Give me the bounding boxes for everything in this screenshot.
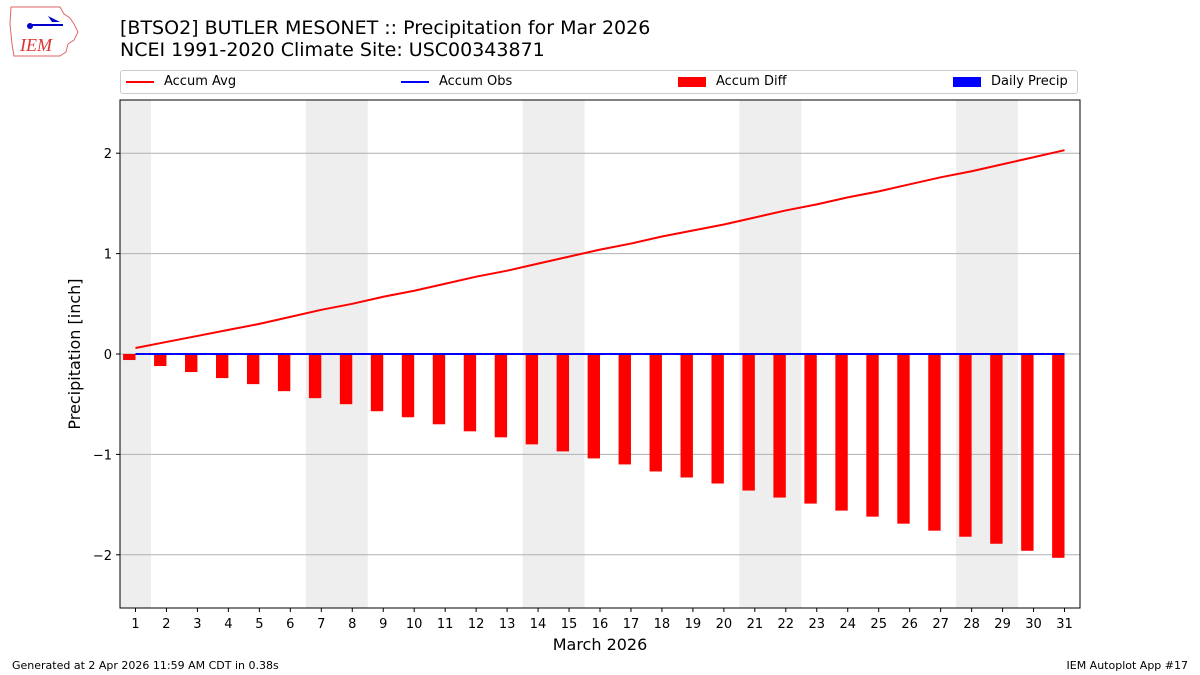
legend-item-daily-precip: Daily Precip <box>953 74 1068 89</box>
svg-text:IEM: IEM <box>19 35 53 55</box>
legend-item-accum-obs: Accum Obs <box>401 74 512 89</box>
accum-diff-bar <box>216 354 229 379</box>
weekend-shade <box>305 100 368 608</box>
legend-item-accum-avg: Accum Avg <box>126 74 236 89</box>
accum-diff-bar <box>804 354 817 504</box>
accum-diff-bar <box>618 354 631 465</box>
accum-diff-bar <box>773 354 786 498</box>
weekend-shade <box>956 100 1019 608</box>
x-tick-label: 9 <box>379 617 387 632</box>
generated-timestamp: Generated at 2 Apr 2026 11:59 AM CDT in … <box>12 659 279 672</box>
accum-diff-bar <box>339 354 353 405</box>
accum-diff-bar <box>711 354 724 484</box>
accum-avg-line <box>135 149 1065 349</box>
y-tick-label: 0 <box>104 348 112 363</box>
legend-swatch <box>401 80 429 83</box>
accum-diff-bar <box>928 354 941 531</box>
iem-logo: IEM <box>9 6 79 57</box>
x-tick-label: 29 <box>994 617 1011 632</box>
x-tick-label: 3 <box>193 617 201 632</box>
x-tick-label: 2 <box>162 617 170 632</box>
accum-diff-bar <box>556 354 570 452</box>
x-tick-label: 5 <box>255 617 263 632</box>
accum-diff-bar <box>990 354 1003 544</box>
accum-diff-bar <box>680 354 693 478</box>
y-tick-label: 2 <box>104 147 112 162</box>
weekend-shade <box>739 100 802 608</box>
app-label: IEM Autoplot App #17 <box>1066 659 1189 672</box>
x-tick-label: 24 <box>839 617 856 632</box>
x-tick-label: 18 <box>654 617 671 632</box>
accum-diff-bar <box>1021 354 1034 551</box>
x-tick-label: 10 <box>406 617 423 632</box>
legend: Accum Avg Accum Obs Accum Diff Daily Pre… <box>120 70 1078 94</box>
x-tick-label: 4 <box>224 617 232 632</box>
x-tick-label: 13 <box>499 617 516 632</box>
x-tick-label: 17 <box>623 617 640 632</box>
x-tick-label: 12 <box>468 617 485 632</box>
legend-swatch <box>953 76 981 87</box>
x-tick-label: 23 <box>809 617 826 632</box>
legend-label: Daily Precip <box>991 74 1068 89</box>
x-tick-label: 19 <box>685 617 702 632</box>
accum-diff-bar <box>587 354 600 459</box>
accum-diff-bar <box>432 354 446 425</box>
x-tick-label: 6 <box>286 617 294 632</box>
legend-label: Accum Diff <box>716 74 787 89</box>
accum-diff-bar <box>494 354 508 438</box>
legend-swatch <box>678 76 706 87</box>
y-axis-label: Precipitation [inch] <box>65 278 84 429</box>
accum-diff-bar <box>123 354 136 361</box>
accum-diff-bar <box>370 354 384 412</box>
y-tick-label: 1 <box>104 248 112 263</box>
accum-diff-bar <box>308 354 322 399</box>
accum-diff-bar <box>835 354 848 511</box>
accum-diff-bar <box>742 354 755 491</box>
x-tick-label: 28 <box>963 617 980 632</box>
accum-diff-bar <box>897 354 910 524</box>
chart-subtitle: NCEI 1991-2020 Climate Site: USC00343871 <box>120 39 545 61</box>
x-tick-label: 27 <box>932 617 949 632</box>
x-tick-label: 14 <box>530 617 547 632</box>
y-tick-label: −2 <box>93 549 112 564</box>
x-tick-label: 26 <box>901 617 918 632</box>
accum-diff-bar <box>154 354 167 367</box>
weekend-shade <box>522 100 585 608</box>
x-axis-label: March 2026 <box>553 635 648 654</box>
x-tick-label: 31 <box>1056 617 1073 632</box>
weekend-shade <box>120 100 151 608</box>
accum-diff-bar <box>463 354 477 432</box>
legend-swatch <box>126 80 154 83</box>
chart-title: [BTSO2] BUTLER MESONET :: Precipitation … <box>120 17 651 39</box>
x-tick-label: 25 <box>870 617 887 632</box>
accum-diff-bar <box>959 354 972 537</box>
x-tick-label: 11 <box>437 617 454 632</box>
x-tick-label: 8 <box>348 617 356 632</box>
accum-diff-bar <box>1052 354 1065 558</box>
accum-diff-bar <box>649 354 662 472</box>
y-tick-label: −1 <box>93 448 112 463</box>
accum-diff-bar <box>277 354 291 392</box>
legend-label: Accum Avg <box>164 74 237 89</box>
x-tick-label: 20 <box>716 617 733 632</box>
legend-label: Accum Obs <box>439 74 513 89</box>
x-tick-label: 16 <box>592 617 609 632</box>
x-tick-label: 30 <box>1025 617 1042 632</box>
x-tick-label: 7 <box>317 617 325 632</box>
accum-diff-bar <box>185 354 198 373</box>
x-tick-label: 1 <box>131 617 139 632</box>
accum-diff-bar <box>525 354 539 445</box>
x-tick-label: 15 <box>561 617 578 632</box>
plot-frame <box>119 99 1081 609</box>
accum-diff-bar <box>401 354 415 418</box>
accum-diff-bar <box>866 354 879 517</box>
x-tick-label: 21 <box>747 617 764 632</box>
legend-item-accum-diff: Accum Diff <box>678 74 787 89</box>
accum-diff-bar <box>246 354 260 385</box>
x-tick-label: 22 <box>778 617 795 632</box>
